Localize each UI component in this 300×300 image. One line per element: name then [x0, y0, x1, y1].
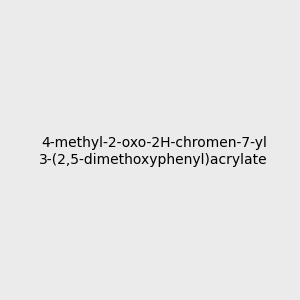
Text: 4-methyl-2-oxo-2H-chromen-7-yl 3-(2,5-dimethoxyphenyl)acrylate: 4-methyl-2-oxo-2H-chromen-7-yl 3-(2,5-di…	[39, 136, 268, 166]
